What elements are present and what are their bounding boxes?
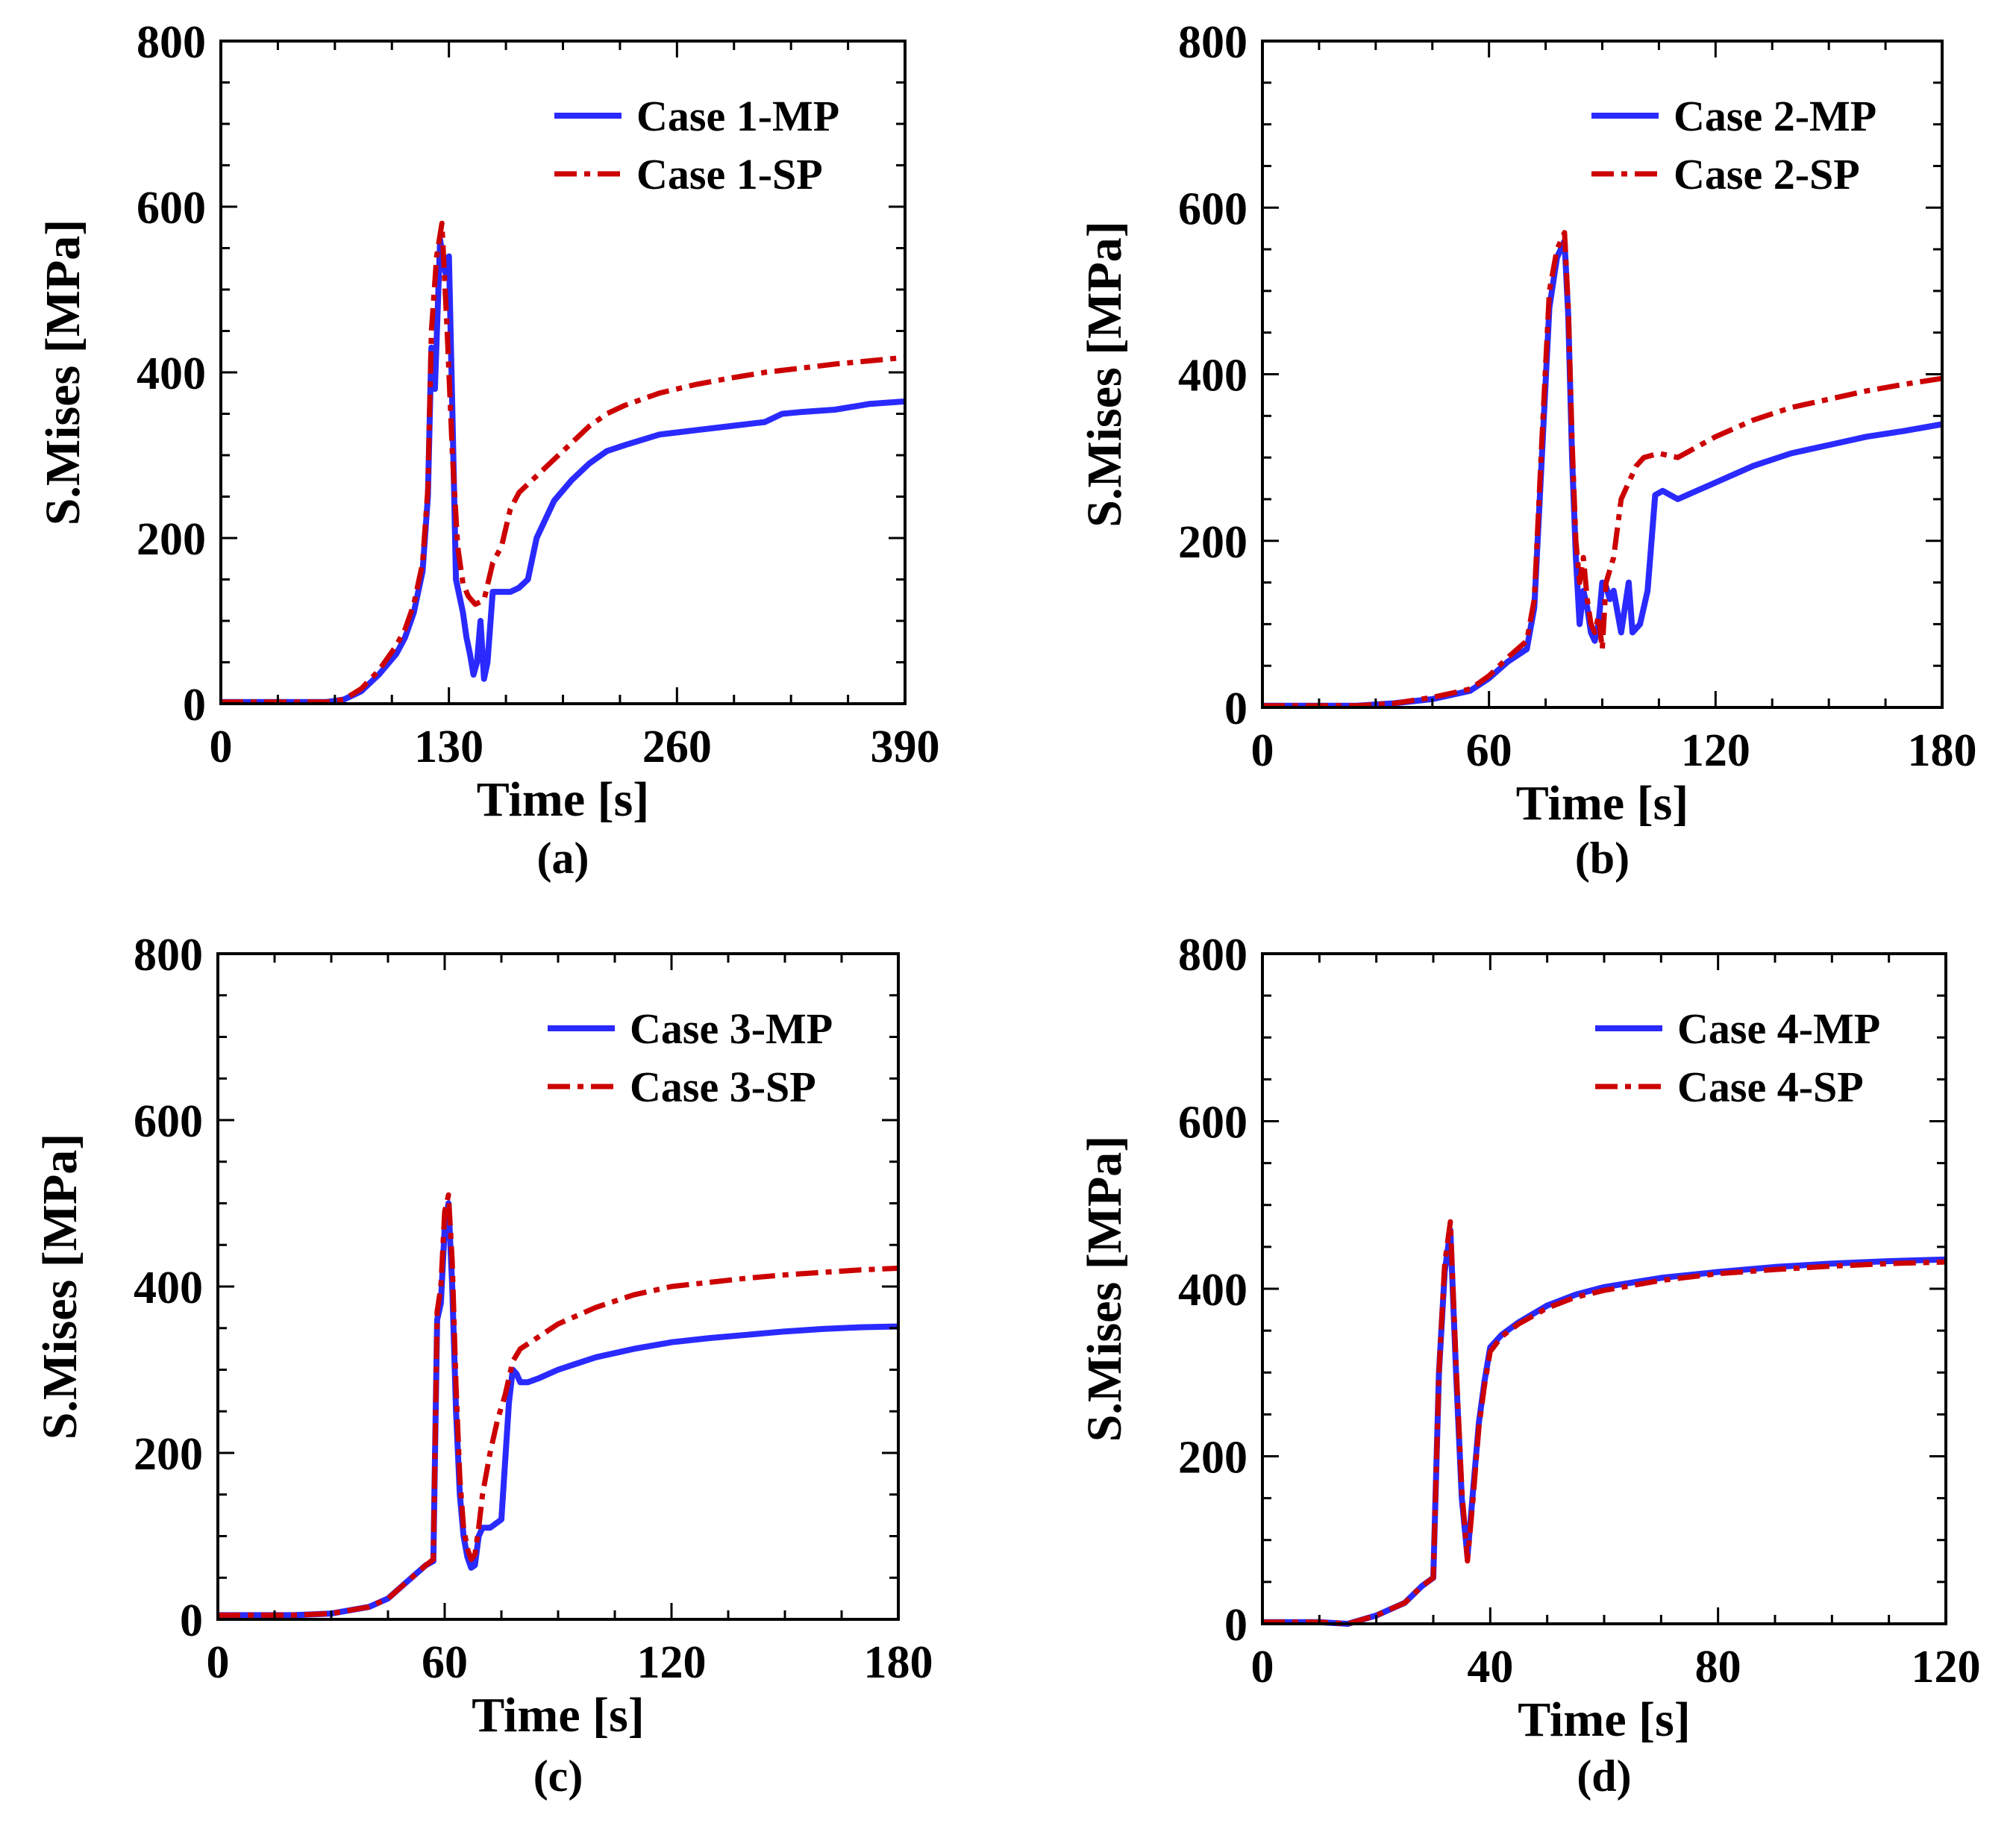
y-tick-label: 600 — [134, 1096, 203, 1147]
x-tick-label: 120 — [1681, 725, 1750, 776]
x-tick-label: 60 — [1466, 725, 1512, 776]
x-tick-label: 40 — [1467, 1642, 1513, 1692]
x-tick-label: 120 — [637, 1637, 707, 1688]
legend-label: Case 4-SP — [1677, 1063, 1864, 1111]
series-line-sp — [218, 1192, 899, 1618]
legend-label: Case 3-MP — [630, 1004, 833, 1053]
x-tick-label: 180 — [1908, 725, 1977, 776]
panel-label: (c) — [533, 1751, 583, 1801]
legend: Case 2-MP Case 2-SP — [1591, 92, 1876, 198]
y-tick-label: 0 — [1224, 1600, 1248, 1651]
x-tick-label: 0 — [1251, 1642, 1274, 1692]
y-tick-label: 400 — [1178, 1265, 1248, 1316]
x-axis-title: Time [s] — [472, 1688, 645, 1742]
x-tick-label: 0 — [210, 722, 233, 772]
legend-label: Case 1-SP — [636, 150, 823, 198]
y-axis-title: S.Mises [MPa] — [1077, 1136, 1132, 1442]
panel-label: (a) — [537, 834, 589, 883]
legend-label: Case 2-SP — [1674, 150, 1860, 198]
x-tick-label: 180 — [864, 1637, 933, 1688]
y-tick-label: 200 — [1178, 1433, 1248, 1484]
legend-label: Case 2-MP — [1674, 92, 1876, 140]
legend-label: Case 1-MP — [636, 92, 839, 140]
legend: Case 3-MP Case 3-SP — [548, 1004, 833, 1111]
y-tick-label: 400 — [134, 1263, 203, 1313]
series-line-mp — [221, 237, 906, 705]
plot-frame — [219, 40, 907, 705]
plot-area — [1262, 230, 1943, 709]
plot-area — [221, 220, 906, 705]
y-tick-label: 800 — [134, 930, 203, 981]
x-tick-label: 260 — [642, 722, 712, 772]
x-tick-label: 130 — [414, 722, 483, 772]
panel-label: (d) — [1577, 1751, 1631, 1801]
plot-area — [218, 1192, 899, 1619]
x-tick-label: 0 — [1251, 725, 1274, 776]
x-axis-title: Time [s] — [1518, 1692, 1691, 1747]
x-axis-title: Time [s] — [1516, 776, 1689, 831]
plot-frame — [216, 952, 900, 1621]
series-line-sp — [221, 220, 906, 705]
x-tick-label: 120 — [1912, 1642, 1981, 1692]
chart-panel-4: 0 200 400 600 800 0 40 80 120 Time [s] S.Mises [MP… — [1077, 930, 1981, 1801]
y-tick-label: 200 — [137, 514, 206, 565]
y-tick-label: 800 — [137, 17, 206, 68]
y-tick-label: 200 — [134, 1429, 203, 1480]
y-tick-label: 200 — [1178, 517, 1248, 568]
y-tick-label: 800 — [1178, 930, 1248, 981]
y-axis-title: S.Mises [MPa] — [1077, 221, 1132, 528]
series-line-mp — [218, 1200, 899, 1619]
y-tick-label: 600 — [1178, 1098, 1248, 1148]
y-axis-title: S.Mises [MPa] — [36, 219, 90, 526]
y-tick-label: 600 — [137, 183, 206, 234]
y-tick-label: 400 — [1178, 351, 1248, 401]
chart-panel-3: 0 200 400 600 800 0 60 120 180 Time [s] S.Mises [M… — [33, 930, 933, 1801]
y-tick-label: 400 — [137, 348, 206, 399]
y-tick-label: 0 — [180, 1595, 203, 1646]
series-line-mp — [1262, 237, 1943, 709]
legend-label: Case 4-MP — [1677, 1004, 1880, 1053]
x-axis-title: Time [s] — [477, 772, 650, 827]
series-line-sp — [1262, 1219, 1947, 1627]
x-tick-label: 60 — [422, 1637, 468, 1688]
y-tick-label: 600 — [1178, 184, 1248, 234]
legend: Case 4-MP Case 4-SP — [1595, 1004, 1880, 1111]
x-tick-label: 0 — [207, 1637, 230, 1688]
chart-panel-2: 0 200 400 600 800 0 60 120 180 Time [s] S.Mises [M… — [1077, 17, 1977, 883]
legend-label: Case 3-SP — [630, 1063, 816, 1111]
chart-panel-1: 0 200 400 600 800 0 130 260 390 Time [s] S.Mises [… — [36, 17, 940, 883]
y-tick-label: 0 — [1224, 684, 1248, 734]
x-tick-label: 390 — [871, 722, 940, 772]
y-axis-title: S.Mises [MPa] — [33, 1134, 87, 1440]
legend: Case 1-MP Case 1-SP — [554, 92, 839, 198]
y-tick-label: 0 — [183, 680, 206, 731]
x-tick-label: 80 — [1695, 1642, 1741, 1692]
y-tick-label: 800 — [1178, 17, 1248, 68]
panel-label: (b) — [1575, 834, 1630, 883]
series-line-sp — [1262, 230, 1943, 709]
plot-area — [1262, 1219, 1947, 1627]
